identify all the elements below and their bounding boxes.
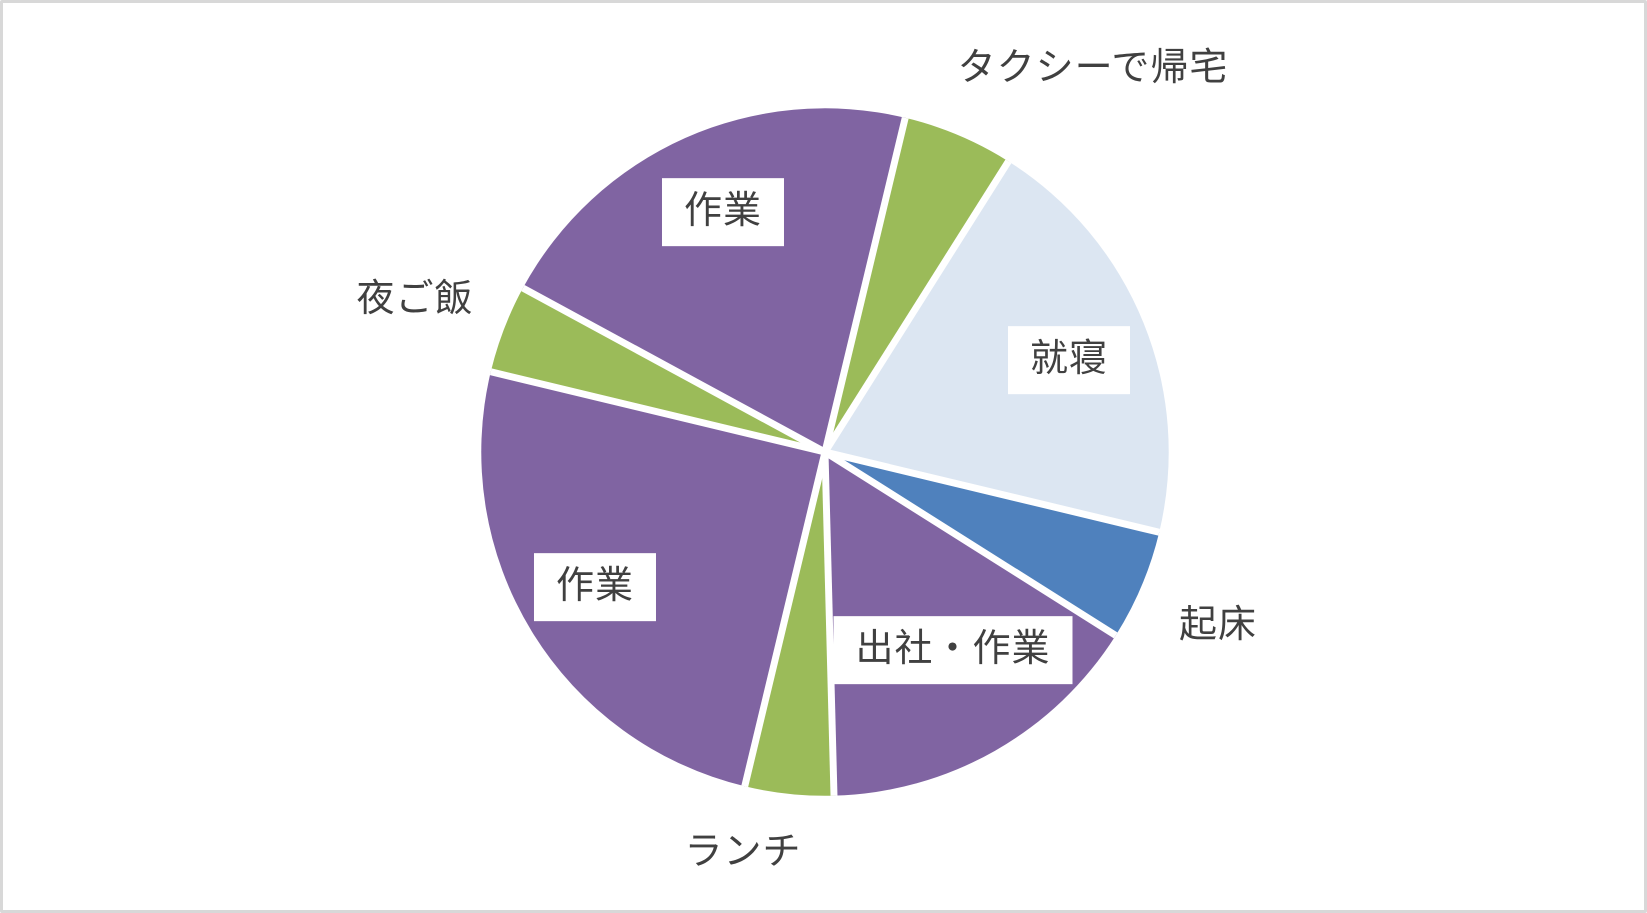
slice-label-lunch: ランチ bbox=[684, 831, 802, 874]
slice-label-work-afternoon: 作業 bbox=[533, 553, 657, 621]
pie-chart bbox=[481, 108, 1169, 796]
slice-separator bbox=[823, 449, 1118, 639]
pie-slice-lunch bbox=[744, 452, 834, 796]
slice-separator bbox=[741, 451, 829, 788]
pie-slice-wake-up bbox=[824, 452, 1160, 636]
slice-separator bbox=[489, 368, 826, 456]
slice-label-taxi-home: タクシーで帰宅 bbox=[957, 47, 1229, 90]
pie-slice-work-evening bbox=[522, 108, 906, 453]
slice-label-sleep: 就寝 bbox=[1007, 326, 1131, 394]
slice-separator bbox=[824, 448, 1161, 536]
slice-label-dinner: 夜ご飯 bbox=[356, 278, 474, 321]
pie-slice-sleep bbox=[824, 161, 1169, 533]
slice-label-commute-work: 出社・作業 bbox=[833, 616, 1073, 684]
slice-separator bbox=[821, 116, 909, 453]
pie-slice-dinner bbox=[490, 288, 825, 453]
slice-label-wake-up: 起床 bbox=[1178, 604, 1258, 647]
slice-separator bbox=[821, 451, 838, 796]
slice-separator bbox=[822, 159, 1012, 454]
slice-label-work-evening: 作業 bbox=[661, 178, 785, 246]
pie-slice-taxi-home bbox=[824, 117, 1009, 453]
slice-separator bbox=[521, 284, 827, 456]
